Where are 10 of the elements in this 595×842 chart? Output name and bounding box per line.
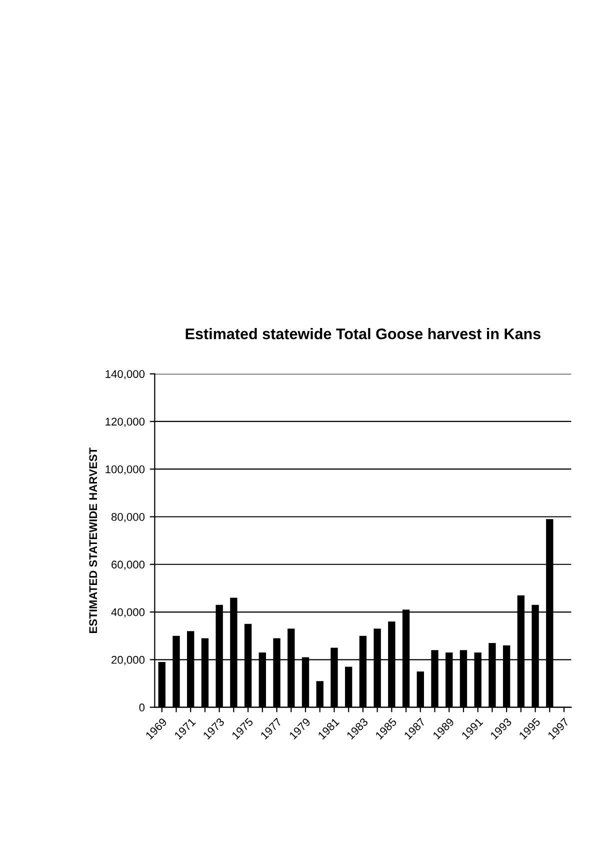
y-tick-label: 140,000 [106, 370, 145, 380]
y-tick-label: 20,000 [112, 656, 145, 666]
y-axis-title: ESTIMATED STATEWIDE HARVEST [89, 448, 98, 633]
y-tick-label: 60,000 [112, 560, 145, 570]
y-tick-label: 0 [139, 704, 145, 712]
y-tick-label: 120,000 [106, 418, 145, 427]
y-tick-label: 40,000 [111, 608, 145, 618]
chart-title: Estimated statewide Total Goose harvest in Kans [186, 328, 540, 340]
y-tick-label: 80,000 [111, 513, 145, 522]
y-tick-label: 100,000 [106, 465, 145, 475]
